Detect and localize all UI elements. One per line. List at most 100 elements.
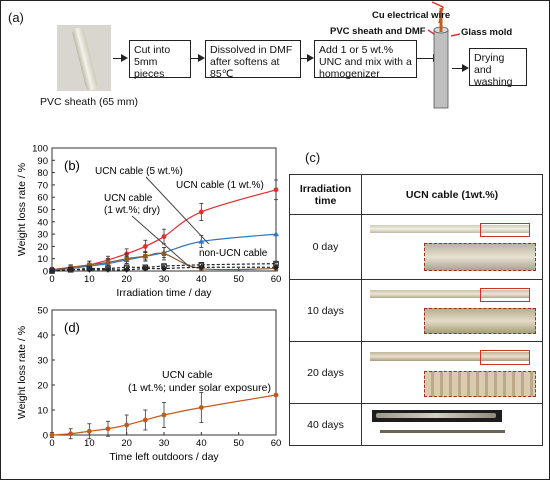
data-point: [86, 265, 93, 272]
cable-zoom-10d: [424, 308, 536, 334]
y-tick-label: 10: [37, 254, 48, 265]
step-drying-text: Drying and washing: [474, 52, 513, 88]
data-point: [161, 263, 167, 269]
row-photo-cell: [362, 280, 542, 342]
pvc-dmf-label: PVC sheath and DMF: [330, 26, 426, 37]
data-point: [67, 266, 74, 273]
y-tick-label: 100: [32, 144, 48, 155]
x-tick-label: 40: [196, 438, 207, 449]
series-line: [51, 263, 277, 272]
annotation-leader: [145, 176, 210, 245]
x-tick-label: 0: [49, 274, 54, 285]
data-point: [273, 187, 279, 193]
series-line: [51, 266, 277, 272]
glass-mold-label: Glass mold: [461, 27, 513, 38]
data-point: [161, 251, 167, 256]
y-tick-label: 50: [37, 306, 48, 317]
cable-core-40d: [380, 430, 505, 433]
cable-zoom-0d: [424, 243, 536, 271]
series: [49, 392, 279, 440]
series: [49, 260, 279, 274]
data-point: [161, 234, 167, 239]
data-point: [86, 428, 92, 434]
y-tick-label: 20: [37, 381, 48, 392]
y-tick-label: 90: [37, 156, 48, 167]
annotation-ucn-dry-1: UCN cable: [104, 193, 153, 204]
x-tick-label: 0: [49, 438, 54, 449]
data-point: [273, 231, 279, 237]
panel-label: (b): [64, 158, 80, 173]
glass-mold-icon: [427, 1, 461, 109]
data-point: [105, 260, 111, 265]
step-dissolve-text: Dissolved in DMF after softens at 85℃: [210, 44, 293, 80]
cable-zoom-20d: [424, 371, 536, 397]
flow-arrow-icon: [198, 54, 205, 62]
data-point: [273, 392, 279, 398]
annotation-ucn: UCN cable: [162, 369, 213, 381]
data-point: [142, 417, 148, 423]
cable-photo-20d: [370, 352, 530, 361]
panel-label: (d): [64, 320, 80, 335]
annotation-solar: (1 wt.%; under solar exposure): [128, 382, 271, 394]
data-point: [49, 268, 55, 274]
y-tick-label: 20: [37, 242, 48, 253]
flow-arrow-icon: [307, 54, 314, 62]
data-point: [198, 262, 205, 268]
step-dissolve-box: Dissolved in DMF after softens at 85℃: [205, 40, 301, 80]
y-axis-label: Weight loss rate / %: [16, 326, 28, 419]
row-photo-cell: [362, 215, 542, 280]
x-tick-label: 50: [233, 438, 244, 449]
flow-arrow-icon: [121, 54, 128, 62]
data-point: [198, 238, 205, 244]
col2-header: UCN cable (1wt.%): [362, 175, 542, 215]
step-drying-box: Drying and washing: [469, 48, 527, 88]
y-tick-label: 60: [37, 193, 48, 204]
data-point: [105, 426, 111, 432]
data-point: [273, 260, 279, 267]
y-tick-label: 0: [43, 431, 48, 442]
panel-a-label: (a): [8, 10, 24, 25]
data-point: [198, 405, 204, 410]
step-mix-box: Add 1 or 5 wt.% UNC and mix with a homog…: [314, 40, 417, 80]
data-point: [143, 254, 148, 259]
annotation-ucn-1wt: UCN cable (1 wt.%): [176, 180, 264, 191]
pvc-sheath-photo: [57, 25, 111, 92]
x-tick-label: 60: [271, 438, 282, 449]
annotation-leader: [131, 215, 191, 268]
y-axis-label: Weight loss rate / %: [16, 163, 28, 256]
row-photo-cell: [362, 342, 542, 404]
data-point: [123, 264, 130, 271]
annotation-non-ucn: non-UCN cable: [199, 248, 268, 259]
x-tick-label: 10: [84, 438, 95, 449]
y-tick-label: 80: [37, 168, 48, 179]
x-axis-label: Irradiation time / day: [116, 287, 212, 299]
cable-photo-0d: [370, 225, 530, 233]
row-label: 20 days: [290, 342, 362, 404]
y-tick-label: 0: [43, 267, 48, 278]
cable-photo-10d: [370, 290, 530, 298]
x-tick-label: 50: [233, 274, 244, 285]
step-cut-text: Cut into 5mm pieces: [134, 44, 171, 80]
y-tick-label: 50: [37, 205, 48, 216]
data-point: [198, 209, 204, 215]
x-tick-label: 20: [121, 274, 132, 285]
step-cut-box: Cut into 5mm pieces: [129, 40, 191, 80]
y-tick-label: 30: [37, 356, 48, 367]
data-point: [161, 412, 167, 418]
y-tick-label: 30: [37, 230, 48, 241]
step-mix-text: Add 1 or 5 wt.% UNC and mix with a homog…: [319, 44, 412, 80]
chart-b: 0 10 20 30 40 50 600102030405060708090100Irrad…: [16, 144, 281, 300]
row-label: 40 days: [290, 404, 362, 445]
y-tick-label: 40: [37, 217, 48, 228]
col1-header: Irradiation time: [290, 175, 362, 215]
data-point: [124, 256, 129, 261]
data-point: [49, 432, 55, 438]
x-tick-label: 10: [84, 274, 95, 285]
chart-d: 0 10 20 30 40 50 60 0 10 20 30 40 50 Time left outdoo…: [16, 306, 282, 464]
panel-c-label: (c): [305, 150, 321, 165]
panel-c-table: Irradiation time UCN cable (1wt.%) 0 day…: [289, 174, 543, 446]
annotation-ucn-5wt: UCN cable (5 wt.%): [95, 166, 183, 177]
pvc-sheath-caption: PVC sheath (65 mm): [40, 96, 139, 108]
y-tick-label: 40: [37, 331, 48, 342]
data-point: [142, 244, 148, 249]
